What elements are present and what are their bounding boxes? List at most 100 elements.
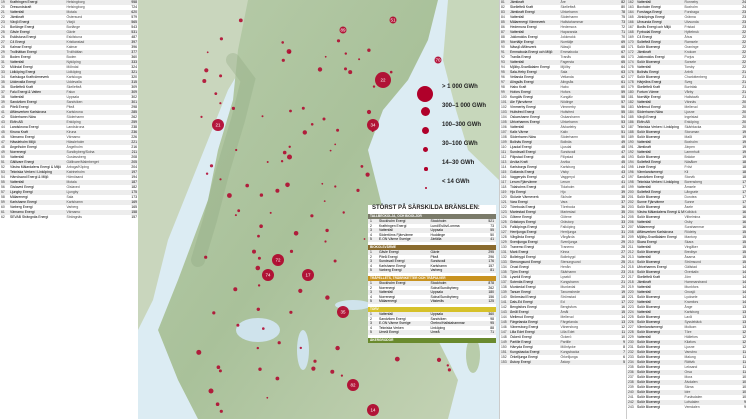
- facility-dot[interactable]: [252, 249, 256, 254]
- facility-dot[interactable]: [245, 183, 249, 188]
- facility-dot[interactable]: [336, 39, 341, 43]
- facility-dot[interactable]: [289, 109, 292, 113]
- facility-dot[interactable]: [298, 288, 303, 293]
- facility-dot[interactable]: [325, 228, 329, 233]
- facility-dot[interactable]: [219, 409, 223, 413]
- facility-dot[interactable]: [322, 117, 326, 121]
- facility-dot[interactable]: [262, 327, 265, 330]
- facility-dot[interactable]: [281, 58, 285, 62]
- facility-marker[interactable]: [434, 56, 442, 64]
- facility-dot[interactable]: [196, 349, 202, 355]
- facility-dot[interactable]: [256, 307, 260, 311]
- facility-dot[interactable]: [259, 224, 263, 228]
- facility-dot[interactable]: [344, 52, 347, 55]
- facility-marker[interactable]: [367, 119, 379, 131]
- facility-dot[interactable]: [238, 18, 243, 23]
- facility-dot[interactable]: [277, 341, 281, 345]
- facility-dot[interactable]: [446, 364, 449, 367]
- facility-dot[interactable]: [289, 249, 294, 253]
- facility-dot[interactable]: [340, 374, 343, 377]
- facility-dot[interactable]: [277, 262, 280, 265]
- facility-marker[interactable]: [337, 306, 349, 318]
- facility-dot[interactable]: [301, 106, 305, 110]
- facility-dot[interactable]: [299, 346, 302, 350]
- facility-dot[interactable]: [372, 85, 376, 88]
- facility-marker[interactable]: [302, 269, 314, 281]
- facility-dot[interactable]: [231, 106, 235, 110]
- facility-dot[interactable]: [204, 68, 209, 73]
- facility-dot[interactable]: [436, 357, 442, 362]
- facility-marker[interactable]: [262, 269, 274, 281]
- facility-dot[interactable]: [329, 149, 332, 152]
- facility-dot[interactable]: [288, 51, 291, 54]
- facility-dot[interactable]: [330, 369, 335, 374]
- facility-dot[interactable]: [261, 115, 264, 118]
- facility-dot[interactable]: [275, 188, 280, 193]
- facility-dot[interactable]: [285, 182, 290, 188]
- facility-dot[interactable]: [215, 402, 220, 407]
- facility-dot[interactable]: [366, 109, 372, 115]
- facility-dot[interactable]: [219, 178, 222, 181]
- facility-dot[interactable]: [237, 209, 241, 213]
- facility-dot[interactable]: [356, 188, 360, 192]
- facility-dot[interactable]: [202, 79, 207, 83]
- facility-dot[interactable]: [219, 102, 222, 105]
- facility-dot[interactable]: [302, 130, 307, 135]
- facility-dot[interactable]: [218, 369, 222, 373]
- facility-dot[interactable]: [287, 154, 292, 160]
- facility-dot[interactable]: [216, 365, 221, 370]
- facility-dot[interactable]: [323, 200, 326, 203]
- facility-dot[interactable]: [324, 55, 327, 58]
- facility-dot[interactable]: [348, 70, 353, 75]
- facility-dot[interactable]: [206, 51, 209, 54]
- facility-dot[interactable]: [317, 67, 323, 72]
- facility-dot[interactable]: [233, 287, 238, 292]
- facility-marker[interactable]: [339, 26, 347, 34]
- facility-marker[interactable]: [375, 72, 391, 88]
- facility-dot[interactable]: [281, 41, 284, 44]
- facility-dot[interactable]: [313, 359, 317, 363]
- facility-dot[interactable]: [259, 193, 264, 197]
- facility-dot[interactable]: [365, 172, 370, 177]
- facility-dot[interactable]: [336, 128, 340, 132]
- facility-dot[interactable]: [205, 172, 209, 175]
- facility-marker[interactable]: [389, 16, 397, 24]
- facility-dot[interactable]: [335, 345, 340, 351]
- facility-dot[interactable]: [293, 231, 299, 236]
- facility-dot[interactable]: [256, 346, 259, 350]
- facility-dot[interactable]: [324, 240, 327, 243]
- facility-dot[interactable]: [257, 284, 261, 287]
- facility-dot[interactable]: [394, 356, 400, 362]
- facility-dot[interactable]: [310, 214, 314, 218]
- facility-dot[interactable]: [200, 115, 203, 118]
- facility-dot[interactable]: [266, 161, 269, 163]
- facility-marker[interactable]: [347, 379, 359, 391]
- facility-dot[interactable]: [255, 265, 261, 271]
- facility-dot[interactable]: [363, 238, 366, 240]
- facility-dot[interactable]: [280, 160, 284, 163]
- facility-dot[interactable]: [321, 182, 324, 185]
- facility-dot[interactable]: [258, 367, 262, 371]
- facility-dot[interactable]: [311, 366, 316, 371]
- facility-dot[interactable]: [371, 129, 374, 133]
- facility-dot[interactable]: [219, 74, 223, 78]
- facility-marker[interactable]: [272, 254, 284, 266]
- facility-dot[interactable]: [275, 376, 280, 381]
- facility-dot[interactable]: [257, 234, 260, 238]
- facility-dot[interactable]: [325, 295, 330, 300]
- facility-marker[interactable]: [212, 119, 224, 131]
- facility-dot[interactable]: [389, 70, 393, 74]
- facility-dot[interactable]: [289, 310, 293, 314]
- facility-dot[interactable]: [334, 185, 337, 188]
- facility-dot[interactable]: [212, 311, 216, 315]
- facility-marker[interactable]: [367, 404, 379, 416]
- facility-dot[interactable]: [235, 148, 238, 152]
- facility-dot[interactable]: [288, 145, 291, 148]
- facility-dot[interactable]: [333, 259, 337, 263]
- facility-dot[interactable]: [219, 37, 223, 41]
- facility-dot[interactable]: [310, 123, 314, 126]
- facility-dot[interactable]: [236, 323, 240, 327]
- facility-dot[interactable]: [266, 396, 269, 399]
- facility-dot[interactable]: [234, 214, 237, 217]
- facility-dot[interactable]: [358, 58, 361, 61]
